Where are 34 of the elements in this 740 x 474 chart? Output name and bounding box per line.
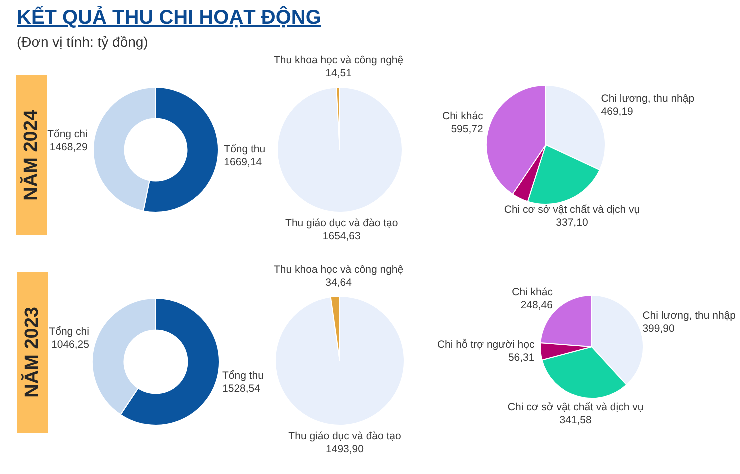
data-label: 337,10	[556, 217, 588, 230]
slice-label: Chi cơ sở vật chất và dịch vụ	[508, 401, 644, 414]
text: KẾT QUẢ THU CHI HOẠT ĐỘNG	[17, 6, 322, 30]
slice-label: Thu khoa học và công nghệ	[274, 264, 404, 276]
data-label: 14,51	[326, 68, 352, 80]
slice-label: Chi lương, thu nhập	[601, 92, 695, 105]
data-label: 1493,90	[326, 443, 364, 456]
data-label: 1046,25	[52, 339, 90, 352]
slice-label: Tổng thu	[224, 144, 266, 156]
slice-label: Thu giáo dục và đào tạo	[288, 430, 402, 442]
data-label: 469,19	[601, 106, 634, 118]
slice-label: Chi lương, thu nhập	[642, 310, 736, 322]
data-label: 248,46	[520, 300, 554, 312]
data-label: 341,58	[560, 414, 592, 426]
slice-label: Chi khác	[442, 110, 484, 122]
data-label: 399,90	[642, 323, 675, 336]
text: (Đơn vị tính: tỷ đồng)	[17, 34, 148, 50]
tab: NĂM 2024	[16, 75, 47, 235]
data-label: 595,72	[451, 123, 484, 136]
slice-label: Tổng chi	[48, 128, 88, 141]
data-label: 1468,29	[50, 142, 88, 154]
data-label: 34,64	[326, 276, 352, 289]
slice-label: Tổng chi	[49, 326, 90, 338]
slice-label: Tổng thu	[222, 370, 264, 382]
data-label: 1654,63	[322, 230, 361, 243]
slice-label: Chi cơ sở vật chất và dịch vụ	[504, 204, 640, 216]
data-label: 1669,14	[224, 156, 262, 169]
tab: NĂM 2023	[17, 272, 48, 433]
data-label: 56,31	[508, 352, 535, 364]
slice-label: Thu khoa học và công nghệ	[274, 54, 404, 67]
slice-label: Chi khác	[512, 286, 553, 299]
data-label: 1528,54	[222, 383, 261, 396]
slice-label: Thu giáo dục và đào tạo	[286, 218, 398, 230]
slice-label: Chi hỗ trợ người học	[437, 338, 535, 351]
